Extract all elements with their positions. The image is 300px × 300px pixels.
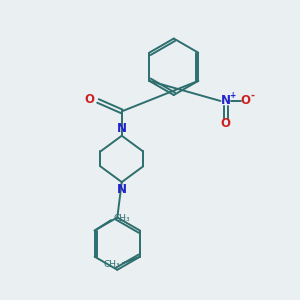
Text: +: + (229, 91, 235, 100)
Text: CH₃: CH₃ (104, 260, 120, 269)
Text: CH₃: CH₃ (113, 214, 130, 224)
Text: -: - (250, 91, 254, 100)
Text: O: O (84, 93, 94, 106)
Text: O: O (240, 94, 250, 107)
Text: N: N (117, 183, 127, 196)
Text: N: N (117, 122, 127, 135)
Text: N: N (221, 94, 231, 107)
Text: O: O (221, 117, 231, 130)
